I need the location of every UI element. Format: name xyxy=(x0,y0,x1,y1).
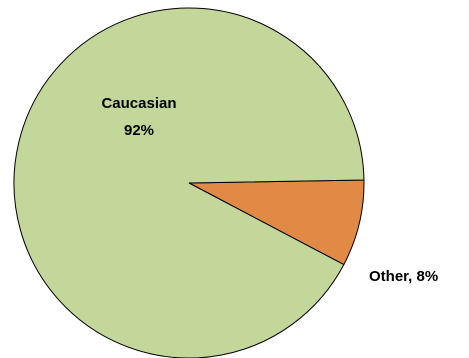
pie-slice-caucasian xyxy=(13,7,365,358)
slice-label-caucasian: Caucasian xyxy=(101,95,176,112)
slice-percent-caucasian: 92% xyxy=(124,122,154,139)
slice-label-other: Other, 8% xyxy=(369,268,438,285)
pie-labels: Caucasian 92% Other, 8% xyxy=(101,95,438,285)
pie-slices xyxy=(13,7,365,358)
